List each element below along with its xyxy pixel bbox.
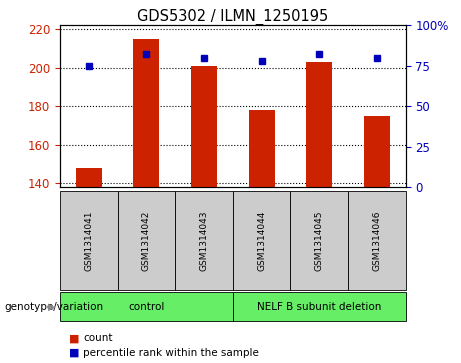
Text: control: control	[128, 302, 165, 312]
Text: ▶: ▶	[48, 302, 55, 312]
Text: count: count	[83, 333, 112, 343]
Title: GDS5302 / ILMN_1250195: GDS5302 / ILMN_1250195	[137, 9, 328, 25]
Text: genotype/variation: genotype/variation	[5, 302, 104, 312]
Text: ■: ■	[69, 348, 80, 358]
Bar	[364, 116, 390, 187]
Bar	[248, 110, 275, 187]
Text: GSM1314043: GSM1314043	[200, 210, 208, 271]
Text: GSM1314045: GSM1314045	[315, 210, 324, 271]
Bar	[133, 39, 160, 187]
Text: percentile rank within the sample: percentile rank within the sample	[83, 348, 259, 358]
Bar	[191, 66, 217, 187]
Text: GSM1314042: GSM1314042	[142, 210, 151, 271]
Text: NELF B subunit deletion: NELF B subunit deletion	[257, 302, 381, 312]
Bar	[306, 62, 332, 187]
Text: GSM1314044: GSM1314044	[257, 210, 266, 271]
Bar	[76, 168, 102, 187]
Text: ■: ■	[69, 333, 80, 343]
Text: GSM1314046: GSM1314046	[372, 210, 381, 271]
Text: GSM1314041: GSM1314041	[84, 210, 93, 271]
